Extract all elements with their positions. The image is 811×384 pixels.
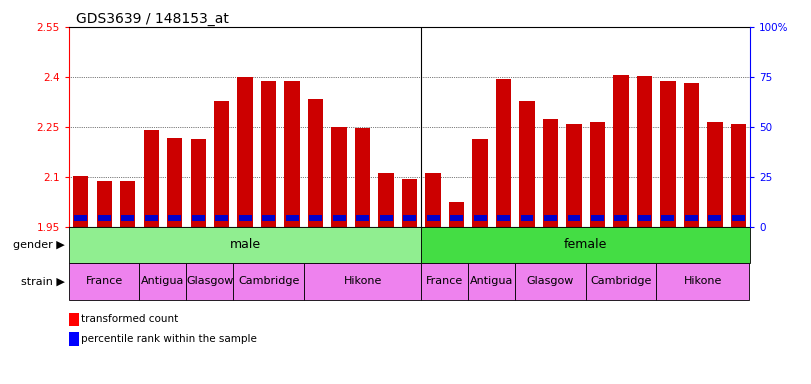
Text: Cambridge: Cambridge bbox=[238, 276, 299, 286]
Bar bbox=[234, 263, 304, 300]
Bar bbox=[191, 215, 204, 221]
Bar bbox=[167, 138, 182, 227]
Text: gender ▶: gender ▶ bbox=[13, 240, 65, 250]
Bar bbox=[73, 177, 88, 227]
Bar bbox=[421, 227, 750, 263]
Bar bbox=[684, 83, 699, 227]
Bar bbox=[709, 215, 722, 221]
Bar bbox=[468, 263, 515, 300]
Text: France: France bbox=[85, 276, 122, 286]
Bar bbox=[74, 215, 87, 221]
Bar bbox=[474, 215, 487, 221]
Bar bbox=[472, 139, 487, 227]
Text: Glasgow: Glasgow bbox=[187, 276, 234, 286]
Bar bbox=[497, 215, 510, 221]
Text: France: France bbox=[426, 276, 463, 286]
Bar bbox=[421, 263, 468, 300]
Bar bbox=[187, 263, 234, 300]
Text: GDS3639 / 148153_at: GDS3639 / 148153_at bbox=[75, 12, 229, 26]
Bar bbox=[544, 215, 557, 221]
Text: Antigua: Antigua bbox=[141, 276, 185, 286]
Bar bbox=[332, 126, 347, 227]
Bar bbox=[566, 124, 581, 227]
Bar bbox=[97, 181, 112, 227]
Bar bbox=[262, 215, 275, 221]
Text: Cambridge: Cambridge bbox=[590, 276, 652, 286]
Bar bbox=[638, 215, 651, 221]
Bar bbox=[426, 172, 440, 227]
Bar bbox=[656, 263, 749, 300]
Bar bbox=[144, 130, 159, 227]
Text: transformed count: transformed count bbox=[81, 314, 178, 324]
Bar bbox=[308, 99, 324, 227]
Bar bbox=[69, 263, 139, 300]
Bar bbox=[238, 76, 253, 227]
Bar bbox=[215, 215, 228, 221]
Bar bbox=[238, 215, 251, 221]
Text: female: female bbox=[564, 238, 607, 252]
Bar bbox=[427, 215, 440, 221]
Bar bbox=[732, 215, 745, 221]
Bar bbox=[613, 75, 629, 227]
Text: male: male bbox=[230, 238, 260, 252]
Bar bbox=[191, 139, 206, 227]
Bar bbox=[356, 215, 369, 221]
Bar bbox=[379, 172, 393, 227]
Bar bbox=[662, 215, 675, 221]
Bar bbox=[168, 215, 181, 221]
Text: Antigua: Antigua bbox=[470, 276, 513, 286]
Bar bbox=[285, 215, 298, 221]
Bar bbox=[304, 263, 421, 300]
Bar bbox=[214, 101, 230, 227]
Text: strain ▶: strain ▶ bbox=[21, 276, 65, 286]
Bar bbox=[660, 81, 676, 227]
Bar bbox=[731, 124, 746, 227]
Text: percentile rank within the sample: percentile rank within the sample bbox=[81, 334, 257, 344]
Bar bbox=[519, 101, 534, 227]
Bar bbox=[121, 215, 134, 221]
Bar bbox=[543, 119, 558, 227]
Bar bbox=[97, 215, 110, 221]
Bar bbox=[402, 179, 417, 227]
Text: Hikone: Hikone bbox=[343, 276, 382, 286]
Bar bbox=[521, 215, 534, 221]
Bar bbox=[707, 122, 723, 227]
Bar bbox=[144, 215, 157, 221]
Bar bbox=[333, 215, 345, 221]
Bar bbox=[685, 215, 698, 221]
Bar bbox=[139, 263, 187, 300]
Bar bbox=[403, 215, 416, 221]
Bar bbox=[568, 215, 581, 221]
Bar bbox=[309, 215, 322, 221]
Bar bbox=[637, 76, 652, 227]
Bar bbox=[515, 263, 586, 300]
Bar bbox=[69, 227, 421, 263]
Bar bbox=[120, 181, 135, 227]
Bar bbox=[450, 215, 463, 221]
Bar bbox=[355, 128, 370, 227]
Bar bbox=[496, 79, 511, 227]
Text: Glasgow: Glasgow bbox=[527, 276, 574, 286]
Bar bbox=[590, 122, 605, 227]
Bar bbox=[261, 81, 277, 227]
Bar bbox=[285, 81, 300, 227]
Bar bbox=[586, 263, 656, 300]
Bar bbox=[591, 215, 604, 221]
Text: Hikone: Hikone bbox=[684, 276, 722, 286]
Bar bbox=[380, 215, 393, 221]
Bar bbox=[449, 202, 464, 227]
Bar bbox=[615, 215, 628, 221]
